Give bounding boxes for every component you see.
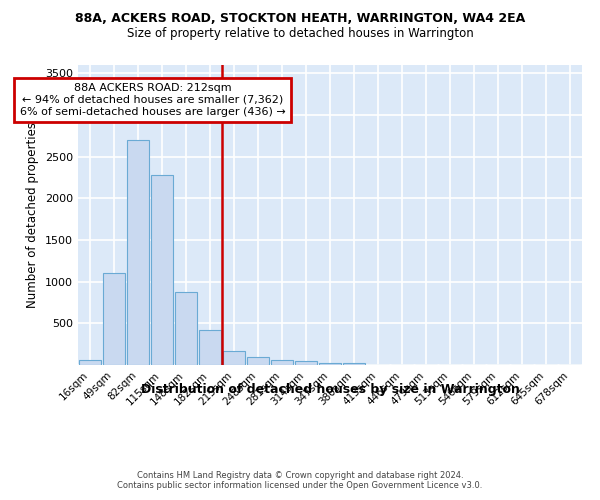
- Bar: [103, 274, 125, 365]
- Bar: [271, 360, 293, 365]
- Bar: [79, 360, 101, 365]
- Bar: [319, 362, 341, 365]
- Bar: [175, 292, 197, 365]
- Text: 88A, ACKERS ROAD, STOCKTON HEATH, WARRINGTON, WA4 2EA: 88A, ACKERS ROAD, STOCKTON HEATH, WARRIN…: [75, 12, 525, 26]
- Bar: [127, 140, 149, 365]
- Bar: [295, 361, 317, 365]
- Text: Size of property relative to detached houses in Warrington: Size of property relative to detached ho…: [127, 28, 473, 40]
- Bar: [199, 330, 221, 365]
- Bar: [223, 351, 245, 365]
- Bar: [151, 176, 173, 365]
- Text: Contains HM Land Registry data © Crown copyright and database right 2024.
Contai: Contains HM Land Registry data © Crown c…: [118, 470, 482, 490]
- Bar: [247, 356, 269, 365]
- Y-axis label: Number of detached properties: Number of detached properties: [26, 122, 40, 308]
- Text: Distribution of detached houses by size in Warrington: Distribution of detached houses by size …: [140, 382, 520, 396]
- Text: 88A ACKERS ROAD: 212sqm
← 94% of detached houses are smaller (7,362)
6% of semi-: 88A ACKERS ROAD: 212sqm ← 94% of detache…: [20, 84, 285, 116]
- Bar: [343, 363, 365, 365]
